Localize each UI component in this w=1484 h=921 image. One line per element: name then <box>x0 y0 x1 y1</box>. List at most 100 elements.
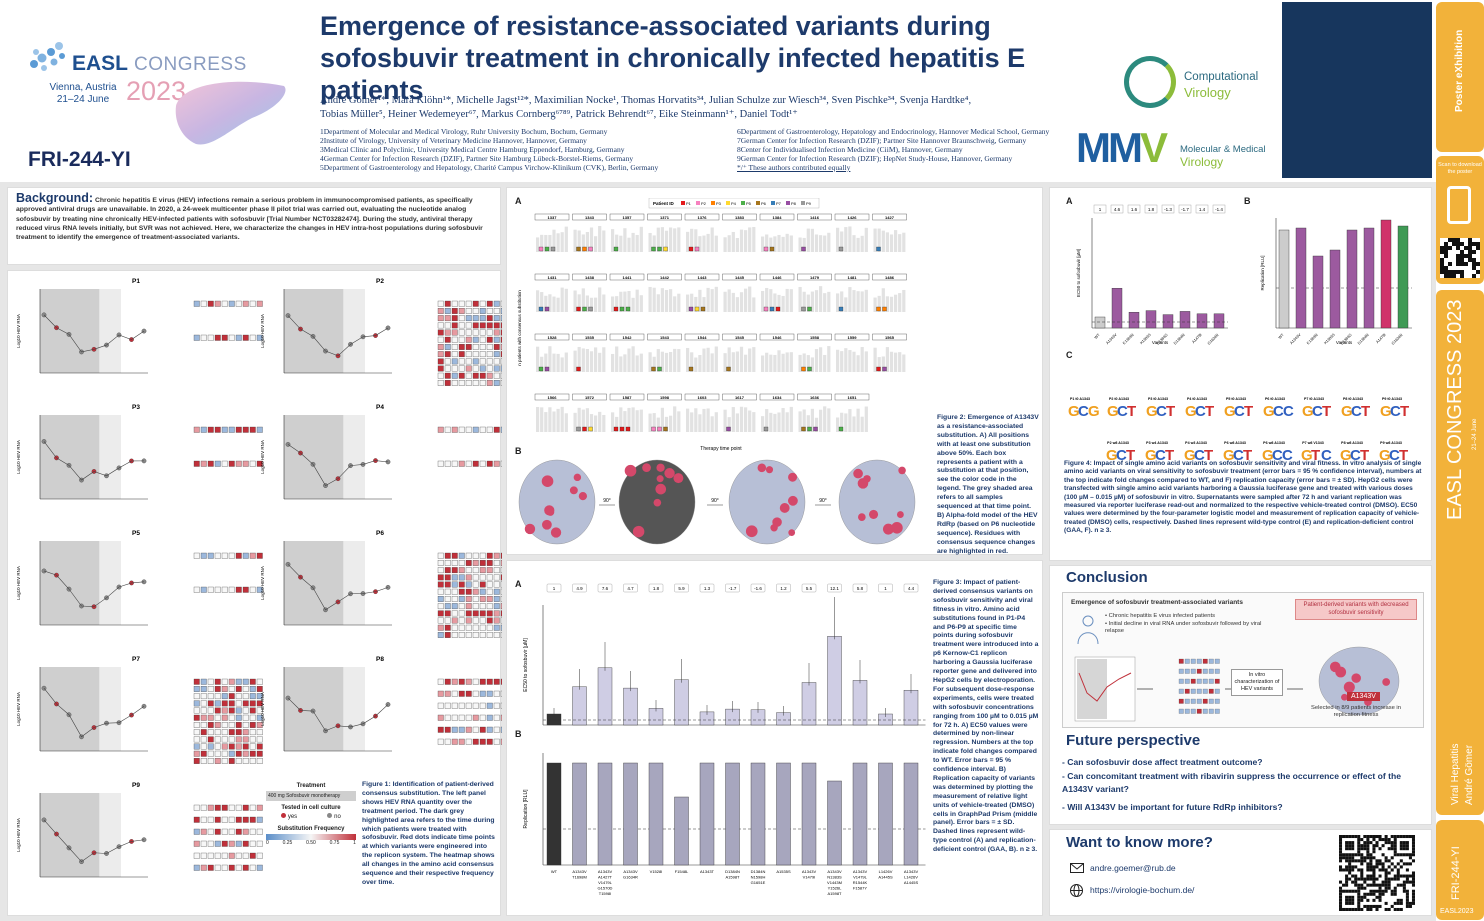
substitution-box <box>657 246 662 252</box>
heatmap-cell <box>242 552 249 559</box>
heatmap-cell <box>500 560 507 566</box>
heatmap-cell <box>214 426 221 433</box>
patient-legend <box>648 198 820 209</box>
substitution-box <box>763 426 769 432</box>
sample-bar <box>540 407 544 432</box>
figure4-label-b: B <box>1244 196 1251 206</box>
sample-bar <box>635 410 639 432</box>
sample-bar <box>556 408 560 432</box>
sample-bar <box>748 348 752 372</box>
fold-change-label: 1.8 <box>1148 207 1155 212</box>
qr-module <box>1378 859 1382 863</box>
sample-bar <box>789 289 793 312</box>
qr-module <box>1369 874 1373 878</box>
email-link[interactable]: andre.goemer@rub.de <box>1090 863 1176 873</box>
qr-module <box>1387 838 1391 842</box>
residue-highlight <box>788 529 796 536</box>
sample-bar <box>573 350 577 372</box>
heatmap-cell <box>493 678 500 685</box>
heatmap-cell <box>193 426 200 433</box>
heatmap-cell <box>228 300 235 307</box>
heatmap-cell <box>214 852 221 859</box>
contact-qr-code-icon[interactable] <box>1339 835 1415 911</box>
substitution-box <box>663 426 668 432</box>
heatmap-cell <box>472 372 479 379</box>
heatmap-cell <box>214 816 221 823</box>
heatmap-cell <box>451 365 458 372</box>
y-axis-label-4b: Replication [RLU] <box>1260 255 1265 290</box>
sample-bar <box>723 409 727 432</box>
heatmap-cell <box>493 380 500 386</box>
heatmap-cell <box>207 300 214 307</box>
heatmap-cell <box>235 743 242 750</box>
scan-block[interactable]: Scan to download the poster <box>1436 156 1484 284</box>
y-axis-label: Log10 HEV RNA <box>16 818 21 852</box>
qr-module <box>1357 838 1361 842</box>
future-heading: Future perspective <box>1066 732 1201 749</box>
qr-module <box>1399 901 1403 905</box>
qr-module <box>1351 895 1355 899</box>
treatment-shade <box>284 541 344 625</box>
website-link[interactable]: https://virologie-bochum.de/ <box>1090 885 1195 895</box>
residue-highlight <box>770 524 778 532</box>
category-label: A1343V <box>623 869 638 874</box>
qr-module <box>1393 847 1397 851</box>
qr-module <box>1472 262 1476 266</box>
category-label: F1548L <box>675 869 689 874</box>
mini-heatmap-cell <box>1214 708 1220 714</box>
sample-bar <box>660 227 664 252</box>
qr-module <box>1381 883 1385 887</box>
substitution-box <box>651 426 656 432</box>
sample-bar <box>564 288 568 312</box>
heatmap-cell <box>249 300 256 307</box>
residue-highlight <box>858 513 866 521</box>
followup-shade <box>343 667 365 751</box>
heatmap-cell <box>256 758 263 764</box>
sample-bar <box>677 349 681 372</box>
heatmap-cell <box>249 736 256 743</box>
mini-heatmap-cell <box>1196 668 1202 674</box>
qr-module <box>1405 847 1409 851</box>
heatmap-cell <box>221 864 228 871</box>
heatmap-cell <box>193 460 200 467</box>
sample-bar <box>627 290 631 312</box>
qr-module <box>1405 880 1409 884</box>
heatmap-cell <box>493 624 500 631</box>
qr-module <box>1363 844 1367 848</box>
heatmap-cell <box>444 714 451 721</box>
qr-module <box>1348 844 1352 848</box>
replication-bar <box>1329 249 1341 329</box>
heatmap-cell <box>500 336 507 343</box>
category-label: G1570D <box>598 886 613 891</box>
heatmap-cell <box>214 743 221 750</box>
heatmap-cell <box>472 678 479 685</box>
heatmap-cell <box>465 300 472 307</box>
mini-heatmap-cell <box>1208 698 1214 704</box>
position-header <box>797 213 832 221</box>
ec50-bar <box>1111 287 1123 329</box>
qr-module <box>1369 904 1373 908</box>
sample-bar <box>631 407 635 432</box>
heatmap-cell <box>500 351 507 358</box>
residue-highlight <box>896 511 904 518</box>
qr-module <box>1372 847 1376 851</box>
heatmap-cell <box>500 714 507 721</box>
sample-bar <box>785 412 789 432</box>
logo-letter: G <box>1340 447 1352 460</box>
qr-module <box>1411 889 1415 893</box>
qr-module <box>1390 856 1394 860</box>
qr-module <box>1378 835 1382 839</box>
position-label: 1443 <box>698 275 708 280</box>
qr-module <box>1440 246 1444 250</box>
heatmap-cell <box>221 678 228 685</box>
qr-module <box>1357 895 1361 899</box>
position-label: 1565 <box>885 335 895 340</box>
qr-module <box>1390 877 1394 881</box>
sidebar-qr-icon[interactable] <box>1440 238 1480 278</box>
followup-shade <box>343 541 365 625</box>
fold-change-box <box>1178 204 1192 214</box>
heatmap-cell <box>465 336 472 343</box>
category-label: V1479L <box>853 875 868 880</box>
qr-module <box>1444 266 1448 270</box>
sample-bar <box>710 289 714 312</box>
